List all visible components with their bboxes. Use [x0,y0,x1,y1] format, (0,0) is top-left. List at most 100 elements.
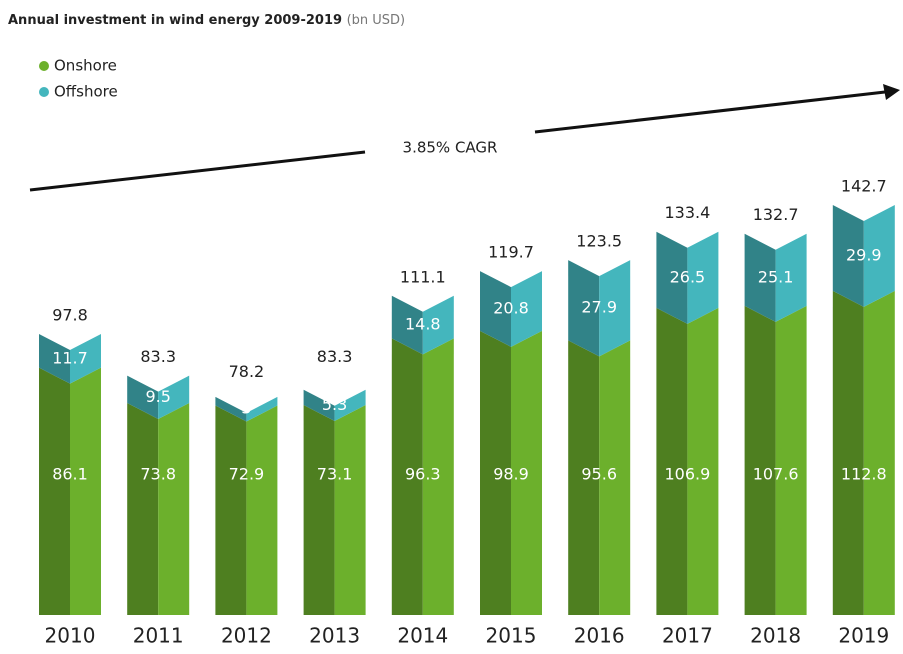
bar-segment [744,305,807,615]
value-label: 27.9 [581,298,617,317]
bar-face-left [391,295,423,355]
x-tick-label: 2019 [838,624,889,648]
bar-segment [656,231,719,324]
x-tick-label: 2014 [397,624,448,648]
bar-segment [39,334,101,384]
x-tick-label: 2018 [750,624,801,648]
bar-face-right [687,231,719,324]
bar-face-left [39,334,70,384]
bar-segment [391,338,454,615]
bar-face-right [246,396,278,422]
total-label: 111.1 [400,267,446,286]
total-label: 78.2 [229,362,265,381]
total-label: 83.3 [317,347,353,366]
value-label: 3 [241,399,251,418]
bar-face-right [687,307,719,615]
bar-face-left [127,402,159,615]
bar-face-left [568,260,600,357]
bar-face-right [599,260,631,357]
bar-face-left [656,231,688,324]
value-label: 9.5 [145,387,170,406]
bar-face-right [70,367,101,615]
value-label: 14.8 [405,315,441,334]
bar-face-left [480,330,511,615]
bar-face-left [480,271,511,347]
total-label: 119.7 [488,243,534,262]
value-label: 73.8 [140,465,176,484]
bar-face-left [656,307,688,615]
bar-segment [832,290,895,615]
bar-segment [832,205,895,307]
total-label: 133.4 [664,203,710,222]
bar-face-left [568,340,600,615]
legend-label: Onshore [54,57,117,75]
legend-label: Offshore [54,83,118,101]
value-label: 107.6 [753,465,799,484]
bar-face-right [775,233,807,322]
total-label: 97.8 [52,306,88,325]
total-label: 142.7 [841,177,887,196]
total-label: 83.3 [140,347,176,366]
bar-segment [127,402,190,615]
bar-face-right [70,334,101,384]
bar-face-right [863,290,895,615]
bar-face-left [303,389,335,421]
bar-segment [215,405,278,615]
x-tick-label: 2011 [133,624,184,648]
bar-face-right [334,404,366,615]
legend-swatch [39,61,49,71]
value-label: 96.3 [405,465,441,484]
x-tick-label: 2010 [45,624,96,648]
bar-face-right [863,205,895,307]
bar-face-left [127,375,159,419]
value-label: 11.7 [52,348,88,367]
annotation: 3.85% CAGR [403,139,498,157]
value-label: 86.1 [52,465,88,484]
arrow-head [883,84,900,100]
bar-segment [215,396,278,422]
bar-segment [303,389,366,421]
value-label: 112.8 [841,465,887,484]
value-label: 20.8 [493,298,529,317]
title-text: Annual investment in wind energy 2009-20… [8,13,342,28]
x-tick-label: 2015 [486,624,537,648]
value-label: 106.9 [664,465,710,484]
value-label: 72.9 [229,465,265,484]
bar-segment [568,340,631,615]
x-tick-label: 2013 [309,624,360,648]
bar-segment [480,330,542,615]
total-label: 132.7 [753,205,799,224]
bar-face-right [511,271,542,347]
bar-segment [480,271,542,347]
bar-face-right [422,338,454,615]
bar-face-right [246,405,278,615]
bar-face-left [832,290,864,615]
bar-face-left [744,233,776,322]
bar-face-right [334,389,366,421]
x-tick-label: 2016 [574,624,625,648]
subtitle: (bn USD) [347,13,406,28]
chart-title: Annual investment in wind energy 2009-20… [8,13,405,28]
trend-arrow [534,90,886,134]
bar-face-left [303,404,335,615]
bar-face-left [39,367,70,615]
bar-face-right [599,340,631,615]
bar-segment [39,367,101,615]
total-label: 123.5 [576,232,622,251]
value-label: 29.9 [846,245,882,264]
bar-segment [303,404,366,615]
value-label: 73.1 [317,465,353,484]
bar-face-right [775,305,807,615]
x-tick-label: 2012 [221,624,272,648]
bar-segment [656,307,719,615]
bar-face-right [158,375,190,419]
value-label: 26.5 [670,267,706,286]
bar-face-right [422,295,454,355]
bar-segment [391,295,454,355]
x-tick-label: 2017 [662,624,713,648]
value-label: 98.9 [493,465,529,484]
value-label: 25.1 [758,267,794,286]
bar-segment [744,233,807,322]
bar-face-left [744,305,776,615]
